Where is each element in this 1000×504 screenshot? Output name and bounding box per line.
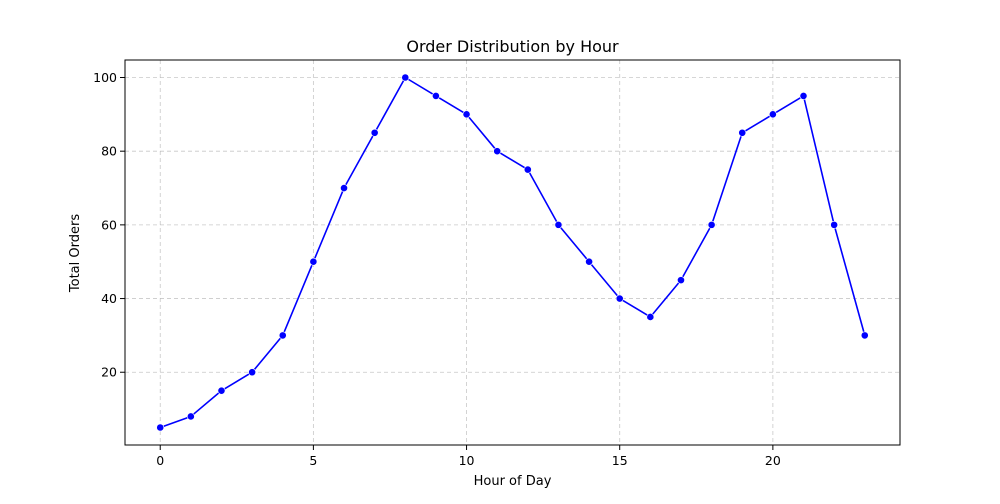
data-point-marker [554,220,563,229]
data-point-marker [186,412,195,421]
data-point-marker [585,257,593,266]
data-point-marker [799,92,808,100]
axes: 0 5 10 15 20 20 40 60 80 100 [93,70,781,468]
x-tick-label: 20 [765,453,781,468]
chart-title: Order Distribution by Hour [406,37,619,56]
data-point-marker [156,423,165,432]
data-point-marker [738,128,747,137]
x-tick-label: 10 [459,453,475,468]
y-axis-label: Total Orders [68,214,83,293]
data-point-marker [370,128,379,137]
y-tick-label: 20 [101,365,117,380]
y-tick-label: 100 [93,70,117,85]
x-tick-label: 0 [156,453,164,468]
data-point-marker [860,331,869,340]
data-point-marker [432,92,440,100]
x-tick-label: 5 [309,453,317,468]
x-axis-label: Hour of Day [474,474,552,489]
data-point-marker [677,276,685,285]
data-point-marker [615,294,624,303]
y-tick-label: 60 [101,217,117,232]
grid [125,60,900,445]
data-point-marker [523,165,532,174]
data-point-marker [646,313,655,321]
plot-area-frame [124,59,901,446]
series-line [159,76,866,429]
data-point-marker [248,368,257,377]
series-layer [156,73,869,432]
y-tick-label: 40 [101,291,117,306]
data-point-marker [768,110,777,119]
data-point-marker [493,147,502,156]
data-point-marker [830,220,839,229]
data-point-marker [462,110,471,119]
data-point-marker [309,257,318,266]
y-tick-label: 80 [101,144,117,159]
x-tick-label: 15 [612,453,628,468]
data-point-marker [707,220,716,229]
data-point-marker [340,184,348,192]
data-point-marker [278,331,287,340]
data-point-marker [217,386,226,395]
data-point-marker [401,73,410,82]
